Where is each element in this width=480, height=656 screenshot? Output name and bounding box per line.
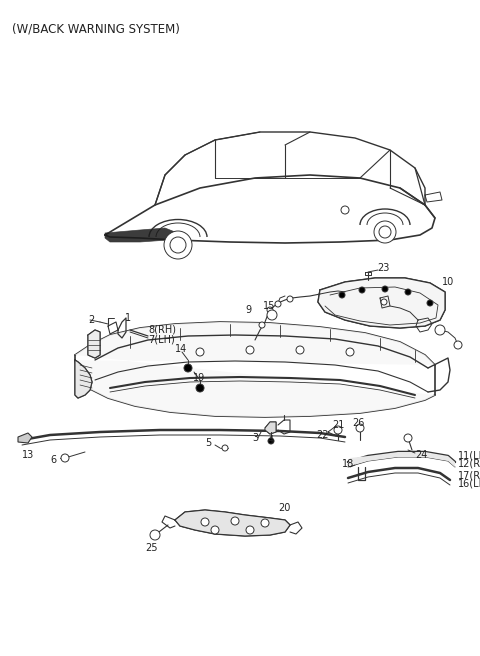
Circle shape — [427, 300, 433, 306]
Polygon shape — [175, 510, 290, 536]
Text: 11(LH): 11(LH) — [458, 451, 480, 461]
Circle shape — [334, 426, 342, 434]
Circle shape — [196, 384, 204, 392]
Circle shape — [246, 526, 254, 534]
Text: 13: 13 — [22, 450, 34, 460]
Circle shape — [268, 438, 274, 444]
Circle shape — [201, 518, 209, 526]
Circle shape — [184, 364, 192, 372]
Text: 19: 19 — [193, 373, 205, 383]
Text: 16(LH): 16(LH) — [458, 479, 480, 489]
Circle shape — [356, 424, 364, 432]
Text: 20: 20 — [278, 503, 290, 513]
Text: 1: 1 — [125, 313, 131, 323]
Circle shape — [170, 237, 186, 253]
Circle shape — [211, 526, 219, 534]
Text: 5: 5 — [205, 438, 211, 448]
Text: 7(LH): 7(LH) — [148, 335, 175, 345]
Circle shape — [261, 519, 269, 527]
Circle shape — [196, 348, 204, 356]
Text: 25: 25 — [145, 543, 157, 553]
Text: 17(RH): 17(RH) — [458, 471, 480, 481]
Circle shape — [339, 292, 345, 298]
Polygon shape — [75, 322, 435, 417]
Text: 6: 6 — [50, 455, 56, 465]
Circle shape — [61, 454, 69, 462]
Circle shape — [382, 286, 388, 292]
Circle shape — [150, 530, 160, 540]
Circle shape — [379, 226, 391, 238]
Circle shape — [405, 289, 411, 295]
Circle shape — [287, 296, 293, 302]
Circle shape — [267, 310, 277, 320]
Circle shape — [454, 341, 462, 349]
Circle shape — [259, 322, 265, 328]
Polygon shape — [105, 228, 175, 242]
Polygon shape — [88, 330, 100, 358]
Polygon shape — [75, 360, 92, 398]
Text: 18: 18 — [342, 459, 354, 469]
Text: 24: 24 — [415, 450, 427, 460]
Circle shape — [404, 434, 412, 442]
Text: 14: 14 — [175, 344, 187, 354]
Text: 22: 22 — [316, 430, 328, 440]
Text: 2: 2 — [88, 315, 94, 325]
Polygon shape — [265, 422, 276, 434]
Polygon shape — [18, 433, 32, 443]
Circle shape — [275, 301, 281, 307]
Circle shape — [381, 299, 387, 305]
Text: 9: 9 — [245, 305, 251, 315]
Text: 12(RH): 12(RH) — [458, 459, 480, 469]
Text: 8(RH): 8(RH) — [148, 325, 176, 335]
Circle shape — [346, 348, 354, 356]
Text: 23: 23 — [377, 263, 389, 273]
Text: 3: 3 — [252, 433, 258, 443]
Circle shape — [359, 287, 365, 293]
Circle shape — [222, 445, 228, 451]
Circle shape — [267, 307, 273, 313]
Circle shape — [296, 346, 304, 354]
Polygon shape — [318, 278, 445, 328]
Text: (W/BACK WARNING SYSTEM): (W/BACK WARNING SYSTEM) — [12, 22, 180, 35]
Polygon shape — [348, 452, 455, 467]
Circle shape — [435, 325, 445, 335]
Circle shape — [246, 346, 254, 354]
Text: 21: 21 — [332, 420, 344, 430]
Text: 15: 15 — [263, 301, 276, 311]
Text: 4: 4 — [268, 435, 274, 445]
Circle shape — [341, 206, 349, 214]
Circle shape — [164, 231, 192, 259]
Circle shape — [374, 221, 396, 243]
Text: 10: 10 — [442, 277, 454, 287]
Circle shape — [231, 517, 239, 525]
Text: 26: 26 — [352, 418, 364, 428]
